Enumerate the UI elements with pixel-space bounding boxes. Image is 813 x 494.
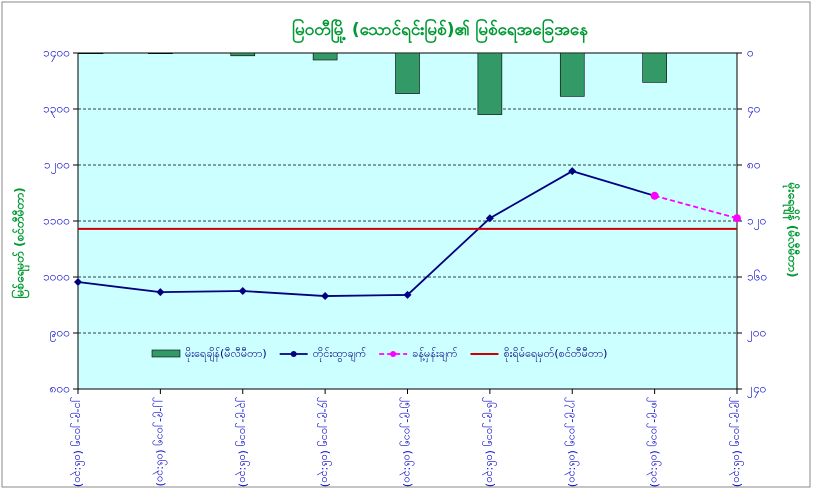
point	[403, 290, 412, 299]
y2-tick-label: ၂၄၀	[747, 382, 766, 399]
bar	[559, 52, 585, 97]
bar	[642, 52, 667, 83]
line	[654, 194, 738, 220]
x-tick-label: ၂၇-၉-၂၀၁၅ (၀၆:၃၀)	[564, 397, 579, 487]
point	[238, 287, 247, 295]
y-tick-label: ၁၀၀၀	[43, 270, 70, 284]
y-tick-label: ၉၀၀	[50, 326, 70, 343]
y2-tick-label: ၁၂၀	[747, 214, 766, 231]
legend-label: တိုင်းထွာချက်	[313, 347, 367, 362]
y2-axis-label: မိုးရေချိန် (မီလီမီတာ)	[782, 182, 802, 278]
bar	[312, 52, 338, 61]
point	[733, 214, 741, 223]
point	[485, 214, 494, 223]
y2-tick-label: ၈၀	[747, 158, 761, 172]
x-tick-label: ၂၂-၉-၂၀၁၅ (၀၆:၃၀)	[152, 397, 167, 486]
y2-tick-label: ၁၆၀	[747, 269, 767, 284]
bar	[395, 52, 420, 94]
x-tick-label: ၂၉-၉-၂၀၁၅ (၀၆:၃၀)	[729, 397, 744, 487]
legend-marker	[290, 351, 297, 357]
line	[77, 170, 655, 297]
point	[650, 191, 659, 200]
y2-tick-label: ၀	[747, 46, 754, 60]
x-tick-label: ၂၁-၉-၂၀၁၅ (၀၆:၃၀)	[70, 397, 85, 487]
legend-marker	[390, 351, 397, 357]
x-tick-label: ၂၄-၉-၂၀၁၅ (၀၆:၃၀)	[317, 397, 332, 487]
bar	[148, 52, 173, 54]
x-tick-label: ၂၈-၉-၂၀၁၅ (၀၆:၃၀)	[647, 397, 662, 487]
legend-swatch	[151, 349, 181, 358]
bar	[78, 52, 104, 54]
legend-label: မိုးရေချိန်(မီလီမီတာ)	[185, 347, 267, 362]
point	[156, 288, 165, 297]
x-tick-label: ၂၃-၉-၂၀၁၅ (၀၆:၃၀)	[235, 397, 250, 487]
y-tick-label: ၈၀၀	[50, 382, 70, 396]
y2-tick-label: ၂၀၀	[747, 326, 766, 343]
point	[568, 167, 577, 176]
y2-tick-label: ၄၀	[747, 102, 761, 119]
x-tick-label: ၂၆-၉-၂၀၁၅ (၀၆:၃၀)	[482, 397, 497, 487]
chart-title: မြဝတီမြို့ (သောင်ရင်းမြစ်)၏ မြစ်ရေအခြေအန…	[292, 17, 588, 44]
legend-label: စိုးရိမ်ရေမှတ်(စင်တီမီတာ)	[503, 347, 607, 362]
point	[321, 292, 330, 301]
y-tick-label: ၁၁၀၀	[43, 214, 70, 228]
x-tick-label: ၂၅-၉-၂၀၁၅ (၀၆:၃၀)	[400, 397, 415, 487]
y-axis-label: မြစ်ရေမှတ် (စင်တီမီတာ)	[10, 187, 31, 298]
legend-label: ခန့်မှန်းချက်	[412, 347, 458, 362]
y-tick-label: ၁၃၀၀	[43, 102, 70, 119]
y-tick-label: ၁၂၀၀	[44, 158, 70, 175]
bar	[230, 52, 256, 57]
point	[74, 278, 82, 287]
bar	[477, 52, 503, 115]
y-tick-label: ၁၄၀၀	[43, 46, 70, 63]
